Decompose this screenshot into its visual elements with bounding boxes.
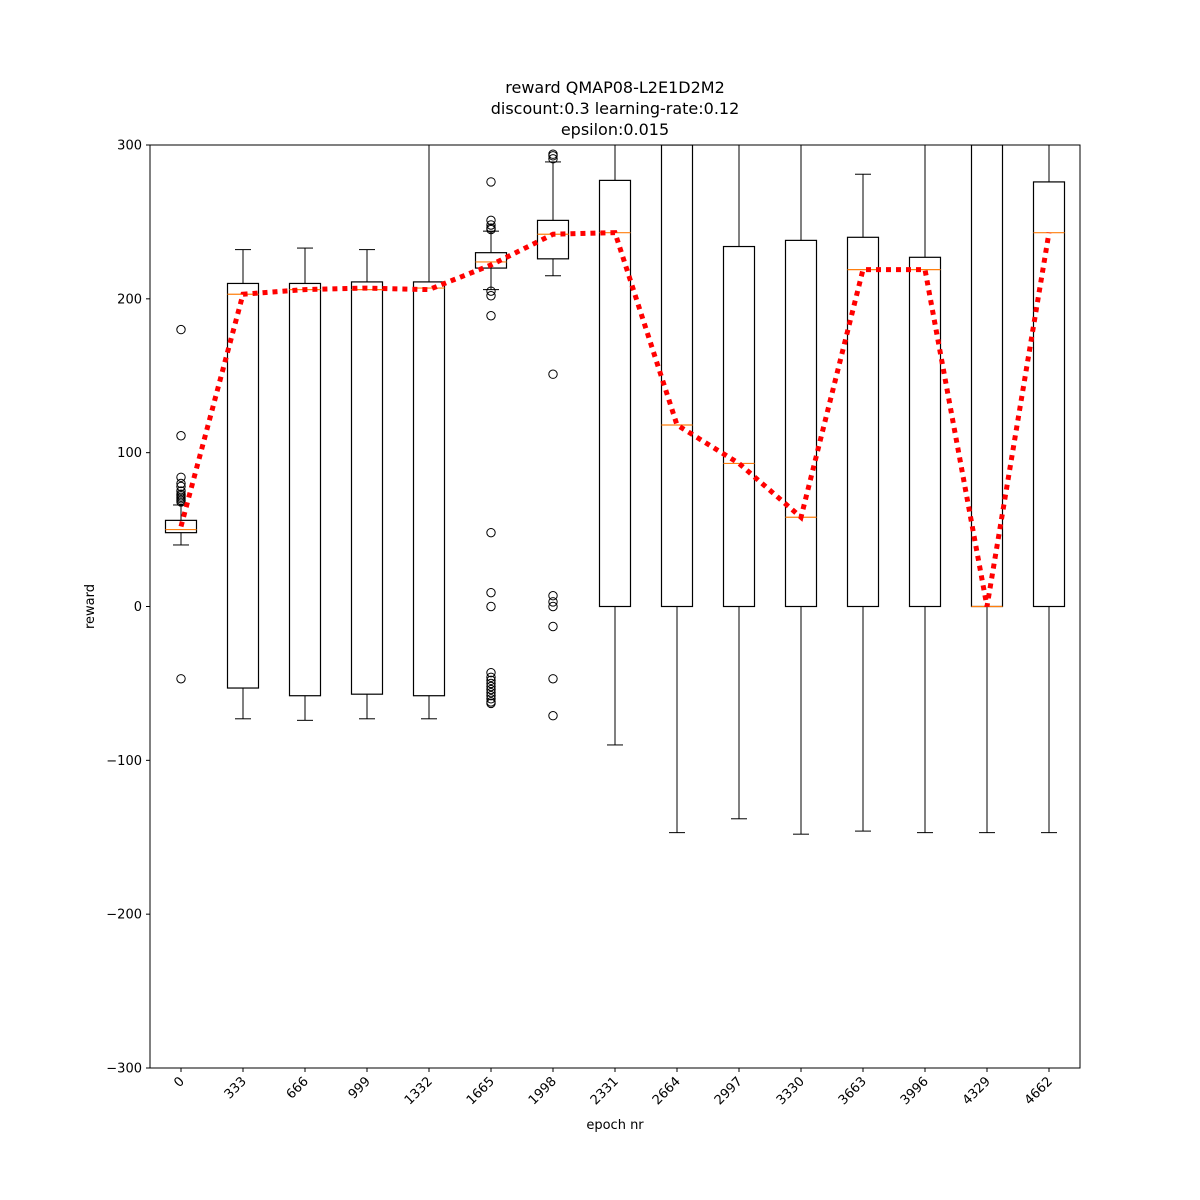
outlier-point (486, 687, 496, 698)
x-tick-label: 666 (284, 1074, 312, 1102)
y-tick-label: −200 (106, 908, 142, 923)
outlier-point (486, 678, 496, 689)
x-tick-label: 3996 (898, 1074, 932, 1108)
outlier-point (486, 177, 496, 187)
x-tick-label: 4329 (960, 1074, 994, 1108)
outlier-point (486, 684, 496, 695)
x-tick-label: 1332 (402, 1074, 436, 1108)
outlier-point (486, 286, 496, 296)
box-iqr (412, 281, 446, 697)
box-1998 (536, 149, 570, 721)
outlier-point (548, 621, 558, 632)
y-tick-label: 0 (134, 600, 142, 615)
outlier-point (486, 601, 496, 612)
box-4662 (1032, 145, 1066, 834)
box-iqr (1032, 181, 1066, 608)
outlier-point (548, 674, 558, 684)
outlier-point (176, 674, 186, 684)
box-3663 (846, 173, 880, 832)
box-iqr (164, 519, 198, 534)
box-iqr (536, 219, 570, 260)
chart-title: reward QMAP08-L2E1D2M2 discount:0.3 learn… (491, 78, 740, 139)
outlier-point (486, 220, 496, 230)
box-iqr (226, 282, 260, 689)
x-tick-label: 3663 (836, 1074, 870, 1108)
x-tick-label: 4662 (1022, 1074, 1056, 1108)
x-tick-label: 2997 (712, 1074, 746, 1108)
x-tick-label: 0 (171, 1074, 187, 1090)
outlier-point (176, 481, 186, 492)
y-tick-label: −100 (106, 754, 142, 769)
box-2664 (660, 145, 694, 834)
box-iqr (660, 145, 694, 608)
outlier-point (486, 681, 496, 692)
box-333 (226, 249, 260, 720)
outlier-point (486, 694, 496, 704)
box-1665 (474, 177, 508, 709)
outlier-point (486, 215, 496, 226)
box-iqr (474, 252, 508, 269)
box-iqr (908, 256, 942, 608)
box-3330 (784, 145, 818, 835)
box-iqr (350, 281, 384, 695)
outlier-point (176, 486, 186, 496)
x-tick-label: 2664 (650, 1074, 684, 1108)
x-tick-label: 1998 (526, 1074, 560, 1108)
outlier-point (548, 597, 558, 607)
x-axis: 0 333 666 999 1332 1665 1998 2331 2664 2997 3330 36… (171, 1068, 1056, 1108)
box-0 (164, 324, 198, 684)
x-tick-label: 3330 (774, 1074, 808, 1108)
outlier-point (548, 711, 558, 721)
box-iqr (722, 245, 756, 608)
outlier-point (548, 154, 558, 164)
outlier-point (486, 667, 496, 678)
outlier-point (176, 472, 186, 482)
title-line-1: discount:0.3 learning-rate:0.12 (491, 99, 740, 118)
outlier-point (548, 601, 558, 612)
outlier-point (486, 698, 496, 709)
outlier-point (486, 291, 496, 301)
outlier-point (486, 587, 496, 598)
outlier-point (176, 478, 186, 489)
box-iqr (288, 282, 322, 697)
title-line-0: reward QMAP08-L2E1D2M2 (505, 78, 725, 97)
box-2997 (722, 145, 756, 820)
box-iqr (598, 179, 632, 608)
box-1332 (412, 145, 446, 720)
mean-line (178, 230, 1052, 607)
outlier-point (548, 591, 558, 601)
box-4329 (970, 145, 1004, 834)
outlier-point (486, 675, 496, 686)
box-iqr (846, 236, 880, 608)
outlier-point (548, 369, 558, 379)
x-axis-label: epoch nr (586, 1118, 644, 1133)
mean-line-group (178, 230, 1052, 607)
x-tick-label: 999 (346, 1074, 374, 1102)
outlier-point (486, 224, 496, 235)
outlier-point (176, 324, 186, 335)
boxes-group (164, 145, 1066, 835)
y-tick-label: 100 (117, 446, 142, 461)
box-3996 (908, 145, 942, 834)
x-tick-label: 2331 (588, 1074, 622, 1108)
outlier-point (486, 311, 496, 321)
y-tick-label: 300 (117, 139, 142, 154)
box-666 (288, 247, 322, 721)
outlier-point (176, 431, 186, 441)
outlier-point (486, 691, 496, 701)
y-tick-label: −300 (106, 1062, 142, 1077)
title-line-2: epsilon:0.015 (561, 120, 669, 139)
x-tick-label: 1665 (464, 1074, 498, 1108)
outlier-point (486, 672, 496, 682)
box-iqr (784, 239, 818, 608)
x-tick-label: 333 (222, 1074, 250, 1102)
box-999 (350, 249, 384, 720)
y-axis-label: reward (83, 584, 98, 629)
y-tick-label: 200 (117, 292, 142, 307)
outlier-point (486, 527, 496, 538)
outlier-point (548, 151, 558, 161)
y-axis: −300 −200 −100 0 100 200 300 (106, 139, 150, 1077)
